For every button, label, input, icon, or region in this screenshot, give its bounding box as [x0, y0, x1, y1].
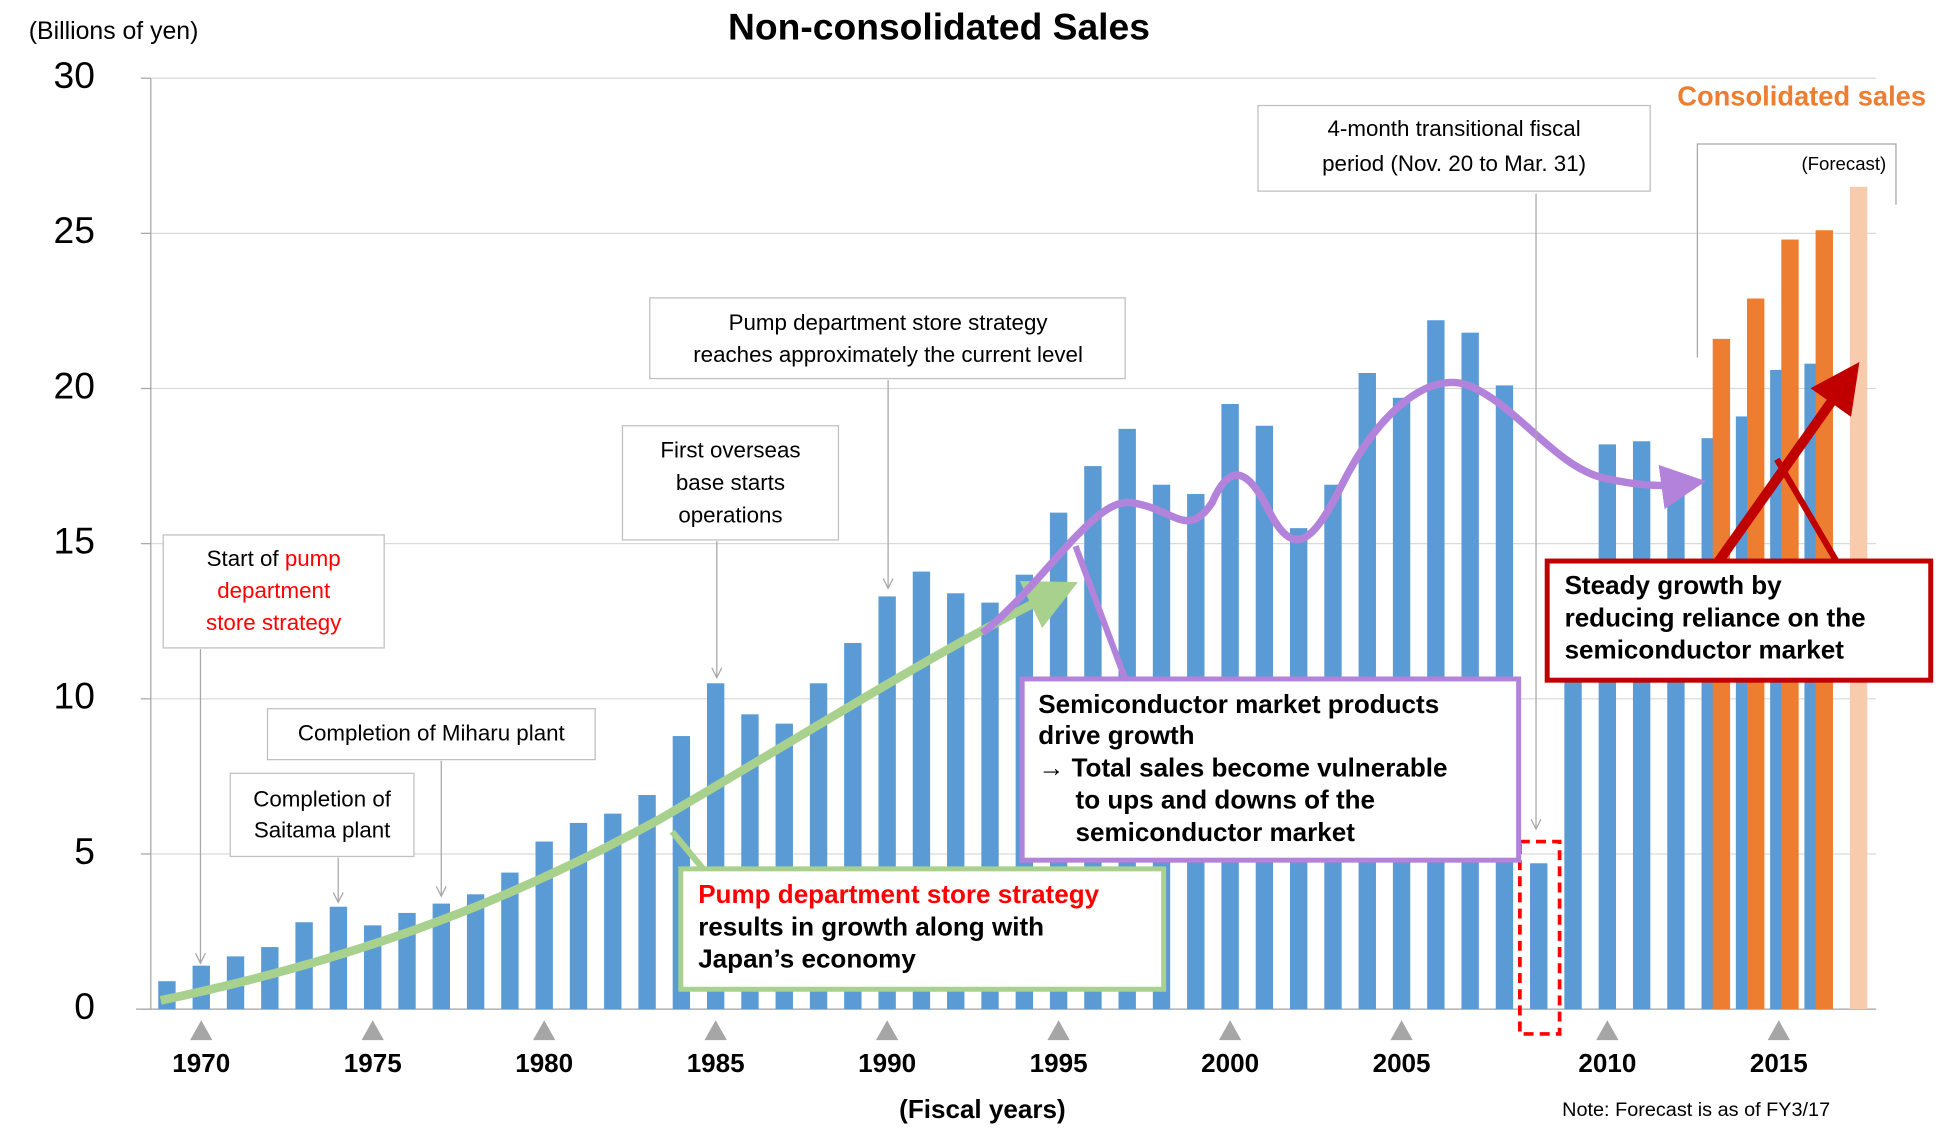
pointer	[1774, 457, 1840, 563]
x-tick-label: 1995	[1030, 1048, 1088, 1078]
volatility-curve	[980, 378, 1706, 636]
annotation: reducing reliance on the	[1565, 602, 1866, 632]
bar	[569, 822, 588, 1010]
bracket	[1696, 143, 1897, 358]
annotation: period (Nov. 20 to Mar. 31)	[1322, 151, 1586, 176]
y-unit: (Billions of yen)	[29, 18, 199, 45]
annotation: semiconductor market	[1565, 635, 1845, 665]
bar	[1427, 320, 1445, 1010]
y-tick-label: 10	[54, 675, 95, 717]
annotation-box	[162, 534, 385, 649]
x-tick-label: 2010	[1578, 1048, 1636, 1078]
y-tick-label: 15	[54, 519, 95, 561]
y-tick-label: 25	[54, 209, 95, 251]
bar	[501, 872, 519, 1010]
annotation-text: pump	[285, 546, 341, 571]
tick-marker	[1390, 1020, 1413, 1041]
growth-curve	[159, 581, 1078, 1005]
annotation-box	[266, 708, 596, 761]
annotation: → Total sales become vulnerable	[1038, 752, 1447, 782]
annotation-box	[1257, 104, 1651, 192]
annotation: Completion of Miharu plant	[298, 721, 566, 746]
y-tick-label: 5	[74, 830, 95, 872]
bar	[1530, 863, 1548, 1010]
tick-marker	[190, 1020, 213, 1041]
bar	[1632, 441, 1651, 1010]
highlight-box	[1518, 839, 1562, 1036]
x-tick-label: 2015	[1750, 1048, 1808, 1078]
forecast-label: (Forecast)	[1801, 153, 1886, 174]
bar	[604, 813, 622, 1010]
tick-marker	[1218, 1020, 1242, 1041]
x-tick-label: 2005	[1373, 1048, 1431, 1078]
annotation: store strategy	[206, 610, 342, 635]
annotation: Completion of	[253, 786, 392, 811]
tick-marker	[1767, 1020, 1790, 1041]
annotation: operations	[678, 502, 782, 527]
annotation: Steady growth by	[1565, 570, 1783, 600]
annotation-box	[1019, 676, 1522, 863]
y-tick-label: 20	[54, 364, 95, 406]
x-tick-label: 1980	[515, 1048, 573, 1078]
annotation-box	[649, 297, 1126, 380]
annotation: reaches approximately the current level	[693, 342, 1083, 367]
annotation: department	[217, 578, 331, 603]
tick-marker	[704, 1020, 727, 1041]
pointer	[669, 829, 706, 871]
note: Note: Forecast is as of FY3/17	[1562, 1099, 1830, 1121]
bar	[466, 894, 485, 1010]
legend-entry: Consolidated sales	[1677, 80, 1926, 111]
bar	[638, 795, 656, 1010]
annotation: 4-month transitional fiscal	[1328, 116, 1581, 141]
annotation-box	[621, 425, 840, 541]
tick-marker	[1047, 1020, 1070, 1041]
annotation-box	[1544, 558, 1934, 683]
annotation-text: Start of	[207, 546, 285, 571]
annotation: Japan’s economy	[698, 944, 916, 974]
bar	[432, 903, 450, 1010]
y-tick-label: 30	[54, 54, 95, 96]
bar	[1461, 332, 1479, 1010]
x-tick-label: 1970	[172, 1048, 230, 1078]
x-tick-label: 1990	[858, 1048, 916, 1078]
x-tick-label: 2000	[1201, 1048, 1259, 1078]
y-tick-label: 0	[74, 985, 95, 1027]
annotation: First overseas	[660, 438, 800, 463]
annotation: base starts	[676, 470, 785, 495]
annotation: results in growth along with	[698, 911, 1044, 941]
annotation-box	[678, 866, 1167, 992]
tick-marker	[533, 1020, 556, 1041]
annotation: Saitama plant	[254, 818, 391, 843]
annotation: drive growth	[1038, 720, 1194, 750]
annotation-box	[229, 772, 415, 858]
tick-marker	[875, 1020, 899, 1041]
bar	[1564, 680, 1582, 1010]
tick-marker	[1596, 1020, 1619, 1041]
bar	[1598, 444, 1617, 1010]
x-axis-title: (Fiscal years)	[899, 1094, 1066, 1124]
pointer	[1072, 545, 1129, 681]
chart-title: Non-consolidated Sales	[728, 6, 1150, 48]
tick-marker	[361, 1020, 384, 1041]
annotation: Start of pump	[207, 546, 341, 571]
x-tick-label: 1985	[687, 1048, 745, 1078]
annotation: Pump department store strategy	[729, 310, 1049, 335]
annotation: to ups and downs of the	[1076, 785, 1376, 815]
annotation: Semiconductor market products	[1038, 689, 1439, 719]
grid: 0 5 10 15 20 25 30 1970 1975 1980 1985 1990 1995 2000…	[54, 54, 1877, 1078]
annotation: Pump department store strategy	[698, 879, 1099, 909]
growth-arrow	[1700, 362, 1860, 584]
x-tick-label: 1975	[344, 1048, 402, 1078]
annotation: semiconductor market	[1076, 817, 1356, 847]
bar	[535, 841, 553, 1010]
